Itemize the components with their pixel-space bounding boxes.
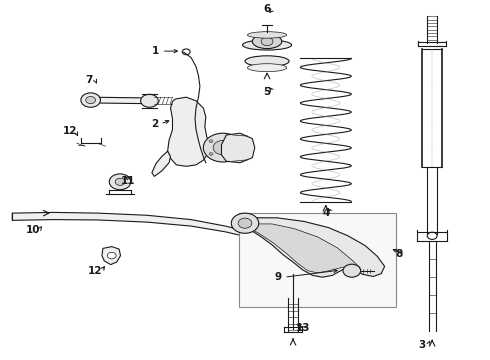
Polygon shape (102, 247, 121, 265)
Text: 7: 7 (85, 75, 93, 85)
Text: 1: 1 (152, 46, 159, 56)
Circle shape (261, 37, 273, 46)
Circle shape (141, 94, 158, 107)
Circle shape (343, 264, 361, 277)
Circle shape (115, 178, 125, 185)
Circle shape (236, 146, 240, 149)
Text: 13: 13 (295, 323, 310, 333)
Ellipse shape (243, 40, 292, 50)
Circle shape (231, 213, 259, 233)
Circle shape (107, 252, 116, 259)
Circle shape (86, 96, 96, 104)
Polygon shape (12, 212, 293, 276)
Circle shape (238, 218, 252, 228)
Polygon shape (252, 224, 360, 273)
Polygon shape (168, 97, 210, 166)
Circle shape (81, 93, 100, 107)
Text: 5: 5 (264, 87, 270, 97)
Ellipse shape (245, 56, 289, 67)
Text: 9: 9 (275, 272, 282, 282)
Text: 4: 4 (322, 208, 330, 218)
Circle shape (209, 140, 213, 143)
Text: 6: 6 (264, 4, 270, 14)
Text: 2: 2 (151, 119, 158, 129)
Circle shape (203, 133, 243, 162)
Ellipse shape (252, 34, 282, 49)
Text: 3: 3 (419, 340, 426, 350)
Circle shape (209, 153, 213, 156)
Polygon shape (221, 133, 255, 163)
Text: 12: 12 (62, 126, 77, 136)
Polygon shape (243, 218, 385, 277)
Circle shape (225, 136, 229, 139)
Text: 10: 10 (26, 225, 41, 235)
Text: 8: 8 (396, 249, 403, 259)
Ellipse shape (247, 32, 287, 38)
Polygon shape (92, 97, 149, 104)
Polygon shape (152, 151, 171, 176)
Text: 11: 11 (121, 176, 136, 186)
Circle shape (213, 140, 233, 155)
Circle shape (109, 174, 131, 190)
Ellipse shape (247, 64, 287, 72)
Bar (239, 213, 396, 307)
Circle shape (288, 267, 298, 274)
Text: 12: 12 (88, 266, 103, 276)
Circle shape (225, 157, 229, 159)
